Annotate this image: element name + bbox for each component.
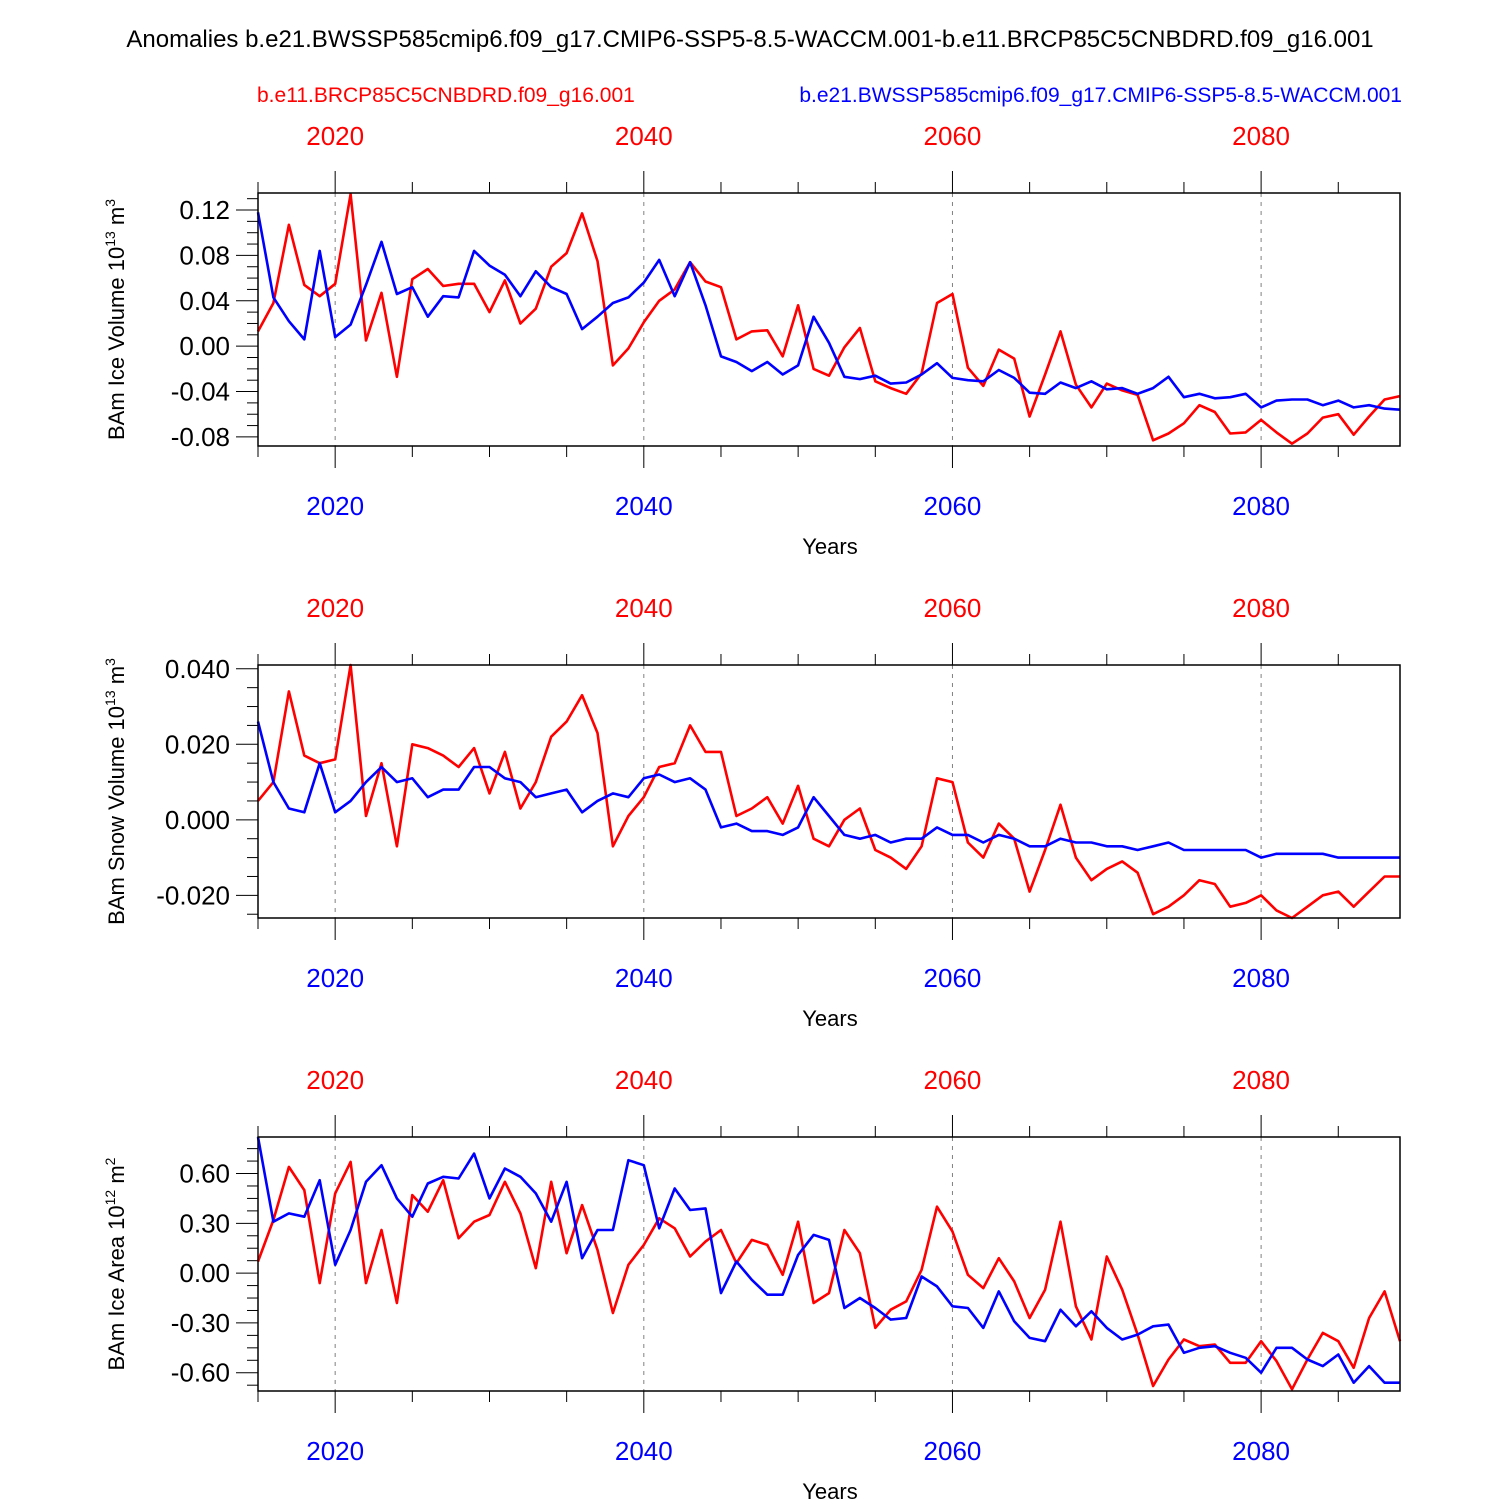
panel-1: -0.08 -0.04 0.00 0.04 0.08 0.12 2020 2020 2040 20… [102,121,1401,559]
series-line-blue [256,212,1401,411]
x-tick-label-bottom: 2020 [306,963,364,993]
y-tick-label: -0.08 [171,422,230,452]
y-tick-label: 0.30 [179,1208,230,1238]
x-tick-label-top: 2040 [615,593,673,623]
x-tick-label-top: 2020 [306,121,364,151]
x-axis-label: Years [802,1479,857,1500]
series-line-red [256,663,1400,920]
y-tick-label: 0.60 [179,1159,230,1189]
panels: -0.08 -0.04 0.00 0.04 0.08 0.12 2020 2020 2040 20… [102,121,1402,1500]
y-tick-label: 0.00 [179,1258,230,1288]
x-tick-label-top: 2080 [1232,593,1290,623]
y-tick-label: -0.020 [156,880,230,910]
y-axis-label: BAm Snow Volume 1013 m3 [102,658,129,925]
x-tick-label-top: 2040 [615,1065,673,1095]
y-axis-label: BAm Ice Volume 1013 m3 [102,199,129,440]
panel-2: -0.020 0.000 0.020 0.040 2020 2020 2040 2040 206… [102,593,1401,1031]
y-tick-label: -0.60 [171,1358,230,1388]
series-line-red [256,192,1401,446]
y-tick-label: -0.04 [171,377,230,407]
y-tick-label: 0.12 [179,195,230,225]
y-tick-label: 0.00 [179,331,230,361]
y-tick-label: 0.000 [165,805,230,835]
y-tick-label: -0.30 [171,1308,230,1338]
legend-blue-case: b.e21.BWSSP585cmip6.f09_g17.CMIP6-SSP5-8… [799,84,1402,107]
x-axis-label: Years [802,1006,857,1031]
x-tick-label-bottom: 2060 [924,491,982,521]
x-tick-label-bottom: 2040 [615,963,673,993]
plot-frame [257,192,1401,447]
legend-red-case: b.e11.BRCP85C5CNBDRD.f09_g16.001 [257,84,635,107]
series-line-red [256,1160,1402,1391]
plot-frame [257,1136,1401,1392]
x-tick-label-top: 2060 [924,593,982,623]
y-tick-label: 0.020 [165,729,230,759]
panel-3: -0.60 -0.30 0.00 0.30 0.60 2020 2020 2040 2040 20… [102,1065,1402,1500]
x-tick-label-top: 2080 [1232,121,1290,151]
series-line-blue [256,1136,1400,1384]
x-tick-label-bottom: 2040 [615,1436,673,1466]
x-tick-label-bottom: 2080 [1232,1436,1290,1466]
x-axis-label: Years [802,534,857,559]
y-tick-label: 0.04 [179,286,230,316]
x-tick-label-top: 2060 [924,1065,982,1095]
x-tick-label-top: 2020 [306,1065,364,1095]
x-tick-label-top: 2060 [924,121,982,151]
x-tick-label-top: 2080 [1232,1065,1290,1095]
y-axis-label: BAm Ice Area 1012 m2 [102,1157,129,1370]
x-tick-label-bottom: 2040 [615,491,673,521]
plot-frame [257,664,1401,919]
x-tick-label-top: 2020 [306,593,364,623]
x-tick-label-bottom: 2060 [924,963,982,993]
y-tick-label: 0.08 [179,240,230,270]
x-tick-label-bottom: 2020 [306,1436,364,1466]
series-line-blue [256,721,1400,859]
x-tick-label-bottom: 2060 [924,1436,982,1466]
y-tick-label: 0.040 [165,654,230,684]
x-tick-label-bottom: 2080 [1232,491,1290,521]
x-tick-label-bottom: 2020 [306,491,364,521]
figure-title: Anomalies b.e21.BWSSP585cmip6.f09_g17.CM… [126,26,1373,53]
x-tick-label-top: 2040 [615,121,673,151]
x-tick-label-bottom: 2080 [1232,963,1290,993]
